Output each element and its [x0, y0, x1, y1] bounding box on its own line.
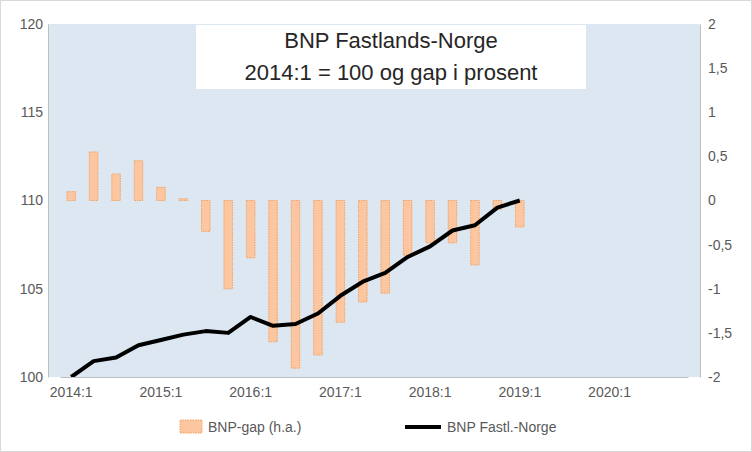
y2-axis: -2 -1,5 -1 -0,5 0 0,5 1 1,5 2	[700, 16, 732, 385]
gap-bar	[336, 201, 345, 323]
bar-series	[67, 152, 524, 368]
axis-line	[61, 377, 689, 378]
tick: 105	[20, 281, 48, 297]
legend-item: BNP-gap (h.a.)	[180, 419, 301, 435]
tick-label: 2019:1	[498, 384, 541, 400]
gap-bar	[157, 187, 166, 200]
tick-label: 2017:1	[319, 384, 362, 400]
tick-label: 2014:1	[50, 384, 93, 400]
tick: 2	[700, 16, 716, 32]
gap-bar	[89, 152, 98, 201]
gap-bar	[314, 201, 323, 355]
tick: 100	[20, 369, 48, 385]
tick-label: 2015:1	[140, 384, 183, 400]
gap-bar	[269, 201, 278, 342]
legend-swatch	[180, 420, 202, 433]
tick-label: 120	[20, 16, 44, 32]
gap-bar	[246, 201, 255, 258]
tick-label: 110	[21, 192, 44, 208]
gap-bar	[179, 199, 188, 201]
tick-label: 115	[21, 104, 44, 120]
gdp-line	[71, 201, 520, 378]
plot-marks	[67, 152, 524, 377]
gap-bar	[112, 174, 121, 200]
gap-bar	[403, 201, 412, 256]
tick-label: 2018:1	[409, 384, 452, 400]
title-group: BNP Fastlands-Norge 2014:1 = 100 og gap i…	[196, 25, 586, 89]
chart-background	[1, 1, 752, 452]
tick: 2018:1	[409, 377, 452, 400]
tick-label: 1,5	[708, 60, 728, 76]
gap-bar	[224, 201, 233, 289]
y-axis: 100 105 110 115 120	[20, 16, 49, 385]
tick: 110	[21, 192, 48, 208]
tick: -0,5	[700, 237, 732, 253]
tick: 2016:1	[229, 377, 272, 400]
tick-label: 1	[708, 104, 716, 120]
tick-label: 2	[708, 16, 716, 32]
tick: -1,5	[700, 325, 732, 341]
tick: 115	[21, 104, 48, 120]
tick-label: 105	[20, 281, 44, 297]
legend-item: BNP Fastl.-Norge	[405, 419, 557, 435]
chart: 100 105 110 115 120 -2 -1,5 -1 -0,5 0 0,5 1 1,5 2 2014…	[0, 0, 752, 452]
tick-label: -1	[708, 281, 721, 297]
tick: 1,5	[700, 60, 728, 76]
tick: 1	[700, 104, 716, 120]
tick: 2020:1	[588, 377, 631, 400]
tick-label: 2016:1	[229, 384, 272, 400]
tick-label: -1,5	[708, 325, 732, 341]
gap-bar	[516, 201, 525, 227]
tick-label: -0,5	[708, 237, 732, 253]
gap-bar	[291, 201, 300, 369]
tick-label: 0	[708, 192, 716, 208]
x-axis: 2014:1 2015:1 2016:1 2017:1 2018:1 2019:1 2020…	[50, 377, 689, 400]
tick: 2017:1	[319, 377, 362, 400]
tick: 120	[20, 16, 48, 32]
tick-label: 100	[20, 369, 44, 385]
tick-label: 0,5	[708, 148, 728, 164]
tick: 0	[700, 192, 716, 208]
tick: 2015:1	[140, 377, 183, 400]
plot-background	[48, 24, 700, 377]
gap-bar	[381, 201, 390, 294]
gap-bar	[202, 201, 211, 232]
title: BNP Fastlands-Norge	[284, 28, 498, 53]
tick: 0,5	[700, 148, 728, 164]
tick: 2019:1	[498, 377, 541, 400]
gap-bar	[134, 161, 143, 201]
axis-line	[48, 25, 49, 378]
legend-label: BNP Fastl.-Norge	[447, 419, 557, 435]
title-background	[196, 25, 586, 89]
legend: BNP-gap (h.a.) BNP Fastl.-Norge	[180, 419, 557, 435]
gap-bar	[471, 201, 480, 265]
tick: -1	[700, 281, 721, 297]
tick: -2	[700, 369, 721, 385]
subtitle: 2014:1 = 100 og gap i prosent	[245, 60, 538, 85]
tick-label: -2	[708, 369, 721, 385]
legend-swatch	[405, 425, 441, 429]
legend-label: BNP-gap (h.a.)	[208, 419, 301, 435]
gap-bar	[448, 201, 457, 243]
tick: 2014:1	[50, 377, 93, 400]
gap-bar	[426, 201, 435, 243]
gap-bar	[67, 192, 76, 201]
axis-line	[700, 25, 701, 378]
gap-bar	[359, 201, 368, 302]
tick-label: 2020:1	[588, 384, 631, 400]
